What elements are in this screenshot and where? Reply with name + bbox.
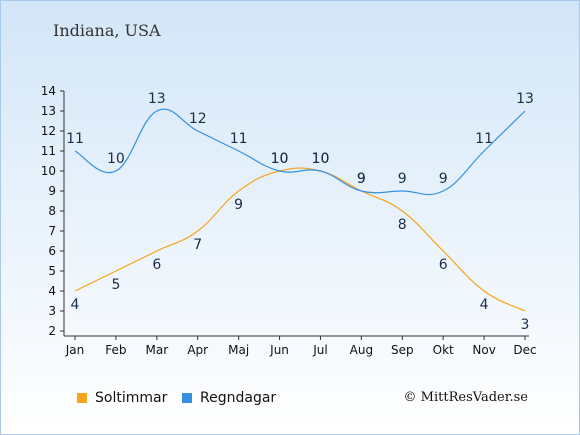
sun-data-label: 6 bbox=[152, 257, 161, 273]
x-tick-label: Dec bbox=[513, 343, 536, 357]
rain-data-label: 10 bbox=[271, 151, 289, 167]
rain-data-label: 11 bbox=[230, 131, 248, 147]
sun-data-label: 10 bbox=[271, 151, 289, 167]
rain-data-label: 11 bbox=[66, 131, 84, 147]
y-tick-label: 8 bbox=[48, 204, 56, 218]
x-tick-label: Sep bbox=[391, 343, 414, 357]
y-tick-label: 6 bbox=[48, 244, 56, 258]
sun-data-label: 10 bbox=[312, 151, 330, 167]
y-tick-label: 14 bbox=[41, 84, 56, 98]
x-tick-label: Okt bbox=[433, 343, 454, 357]
rain-data-label: 9 bbox=[439, 171, 448, 187]
rain-data-label: 10 bbox=[107, 151, 125, 167]
sun-data-label: 4 bbox=[480, 297, 489, 313]
sun-data-label: 3 bbox=[521, 317, 530, 333]
y-tick-label: 2 bbox=[48, 324, 56, 338]
page-title: Indiana, USA bbox=[53, 21, 161, 40]
x-tick-label: Jan bbox=[65, 343, 85, 357]
legend-item-sun: Soltimmar bbox=[77, 390, 167, 406]
rain-data-label: 10 bbox=[312, 151, 330, 167]
y-tick-label: 9 bbox=[48, 184, 56, 198]
y-tick-label: 7 bbox=[48, 224, 56, 238]
rain-days-line bbox=[74, 108, 526, 196]
sun-data-label: 6 bbox=[439, 257, 448, 273]
x-tick-label: Mar bbox=[145, 343, 168, 357]
y-tick-label: 5 bbox=[48, 264, 56, 278]
x-tick-label: Aug bbox=[350, 343, 373, 357]
sun-data-label: 4 bbox=[71, 297, 80, 313]
y-tick-label: 4 bbox=[48, 284, 56, 298]
rain-data-label: 12 bbox=[189, 111, 207, 127]
y-tick-label: 10 bbox=[41, 164, 56, 178]
x-tick-label: Maj bbox=[228, 343, 249, 357]
sun-data-label: 5 bbox=[111, 277, 120, 293]
rain-data-label: 9 bbox=[357, 171, 366, 187]
y-tick-label: 12 bbox=[41, 124, 56, 138]
x-tick-label: Jun bbox=[269, 343, 289, 357]
rain-data-label: 13 bbox=[148, 91, 166, 107]
legend-label-rain: Regndagar bbox=[200, 390, 277, 406]
x-tick-label: Feb bbox=[105, 343, 126, 357]
sun-data-label: 8 bbox=[398, 217, 407, 233]
x-tick-label: Jul bbox=[312, 343, 327, 357]
legend-item-rain: Regndagar bbox=[182, 390, 276, 406]
x-tick-label: Apr bbox=[187, 343, 208, 357]
legend-swatch-rain bbox=[182, 393, 192, 403]
y-tick-label: 11 bbox=[41, 144, 56, 158]
credit-text: © MittResVader.se bbox=[403, 390, 528, 405]
sun-data-label: 7 bbox=[193, 237, 202, 253]
sun-hours-line bbox=[74, 167, 526, 312]
legend-swatch-sun bbox=[77, 393, 87, 403]
sun-data-label: 9 bbox=[357, 171, 366, 187]
rain-data-label: 13 bbox=[516, 91, 534, 107]
legend-label-sun: Soltimmar bbox=[95, 390, 168, 406]
rain-data-label: 11 bbox=[475, 131, 493, 147]
rain-data-label: 9 bbox=[398, 171, 407, 187]
y-tick-label: 3 bbox=[48, 304, 56, 318]
sun-data-label: 9 bbox=[234, 197, 243, 213]
x-tick-label: Nov bbox=[472, 343, 495, 357]
y-tick-label: 13 bbox=[41, 104, 56, 118]
